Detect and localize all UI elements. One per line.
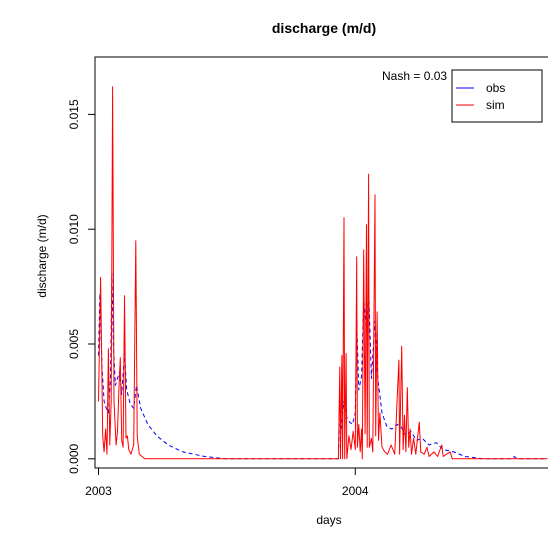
legend-sim-label: sim bbox=[486, 98, 505, 112]
series-line-obs bbox=[98, 272, 548, 460]
legend-box bbox=[451, 69, 543, 123]
x-tick-label: 2004 bbox=[342, 484, 369, 498]
x-axis-label: days bbox=[316, 513, 341, 527]
nash-annotation: Nash = 0.03 bbox=[382, 69, 447, 83]
series-line-sim bbox=[98, 86, 548, 460]
x-tick-label: 2003 bbox=[85, 484, 112, 498]
y-tick-label: 0.005 bbox=[67, 329, 81, 359]
plot-region: 0.000 0.005 0.010 0.015 2003 2004 bbox=[67, 56, 548, 498]
legend: obs sim bbox=[451, 69, 543, 123]
chart-title: discharge (m/d) bbox=[272, 20, 376, 36]
y-axis-label: discharge (m/d) bbox=[35, 214, 49, 297]
legend-obs-label: obs bbox=[486, 81, 505, 95]
y-tick-label: 0.000 bbox=[67, 443, 81, 473]
y-tick-label: 0.015 bbox=[67, 99, 81, 129]
y-tick-label: 0.010 bbox=[67, 214, 81, 244]
